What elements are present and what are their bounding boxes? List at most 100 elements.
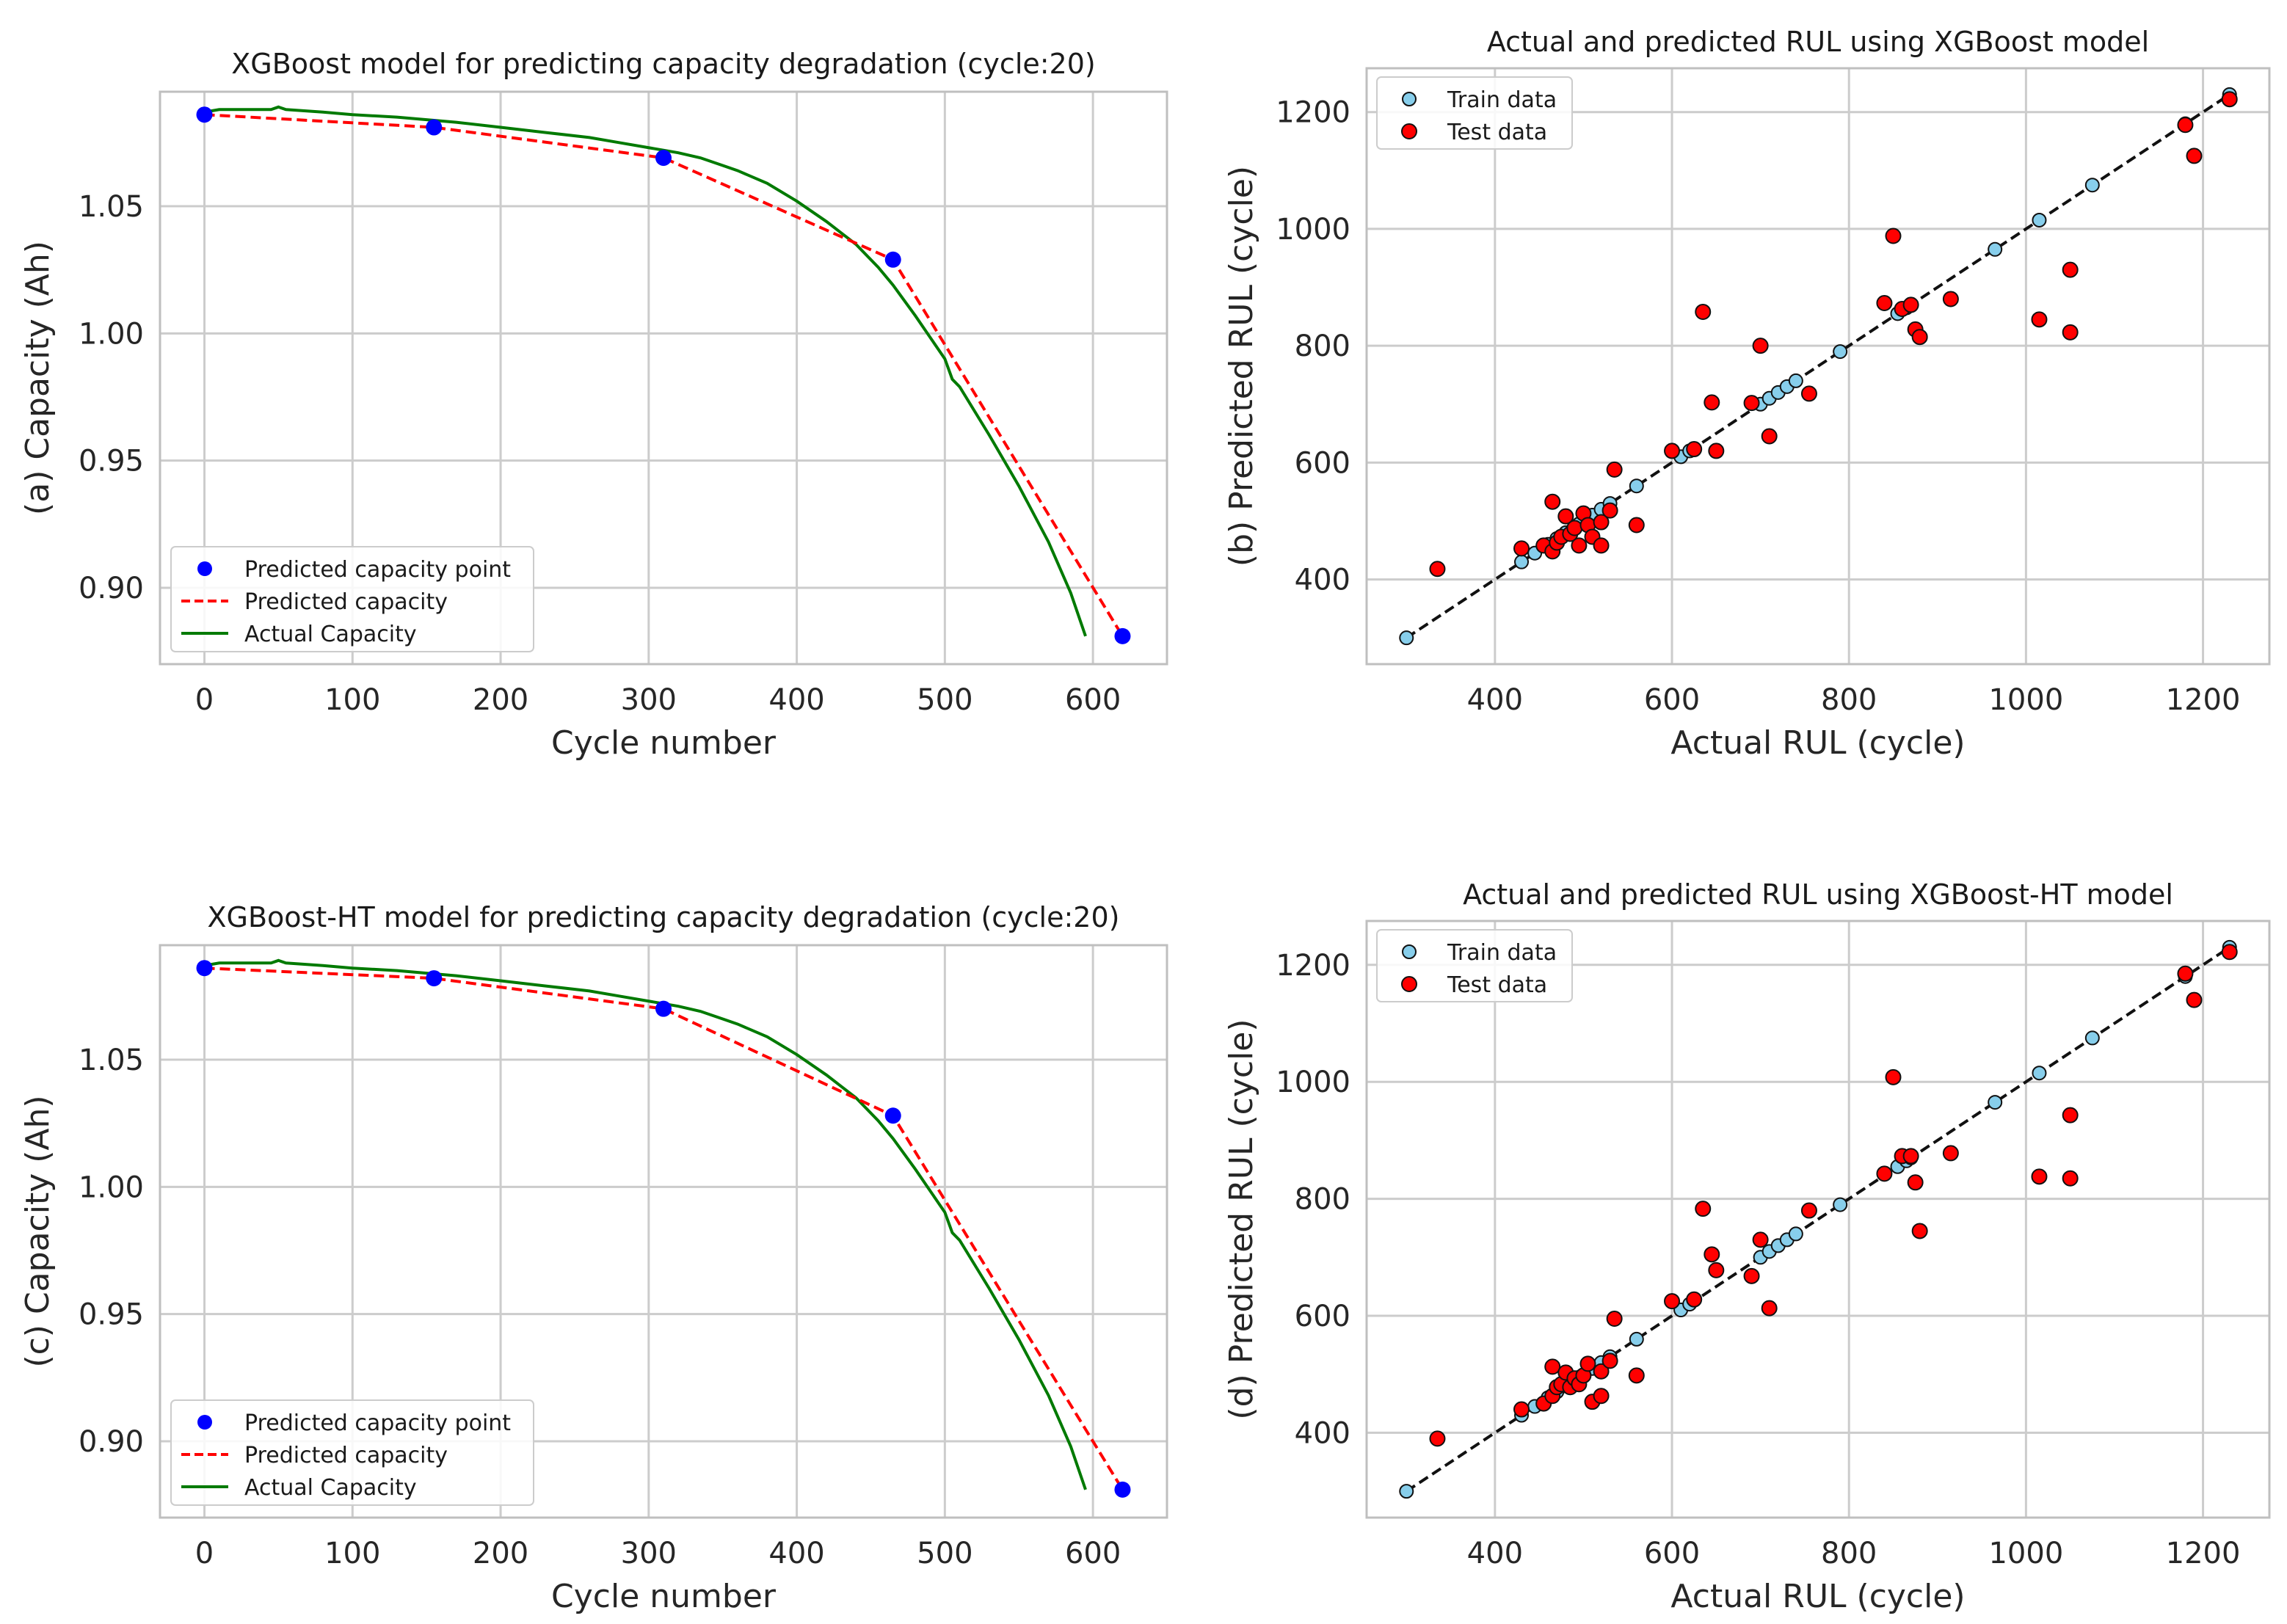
legend-marker-train: [1402, 92, 1417, 106]
test-data-point: [1708, 443, 1725, 459]
predicted-capacity-point: [1114, 627, 1131, 644]
test-data-point: [2062, 261, 2079, 278]
test-data-point: [1911, 329, 1928, 346]
chart-title: Actual and predicted RUL using XGBoost-H…: [1463, 878, 2173, 911]
test-data-point: [1911, 1223, 1928, 1239]
legend-entry: Actual Capacity: [244, 1475, 417, 1501]
predicted-capacity-point: [426, 970, 443, 987]
x-axis-label: Actual RUL (cycle): [1670, 1578, 1965, 1615]
x-tick-label: 600: [1065, 683, 1121, 717]
predicted-capacity-point: [884, 1107, 901, 1124]
x-tick-label: 1000: [1988, 683, 2063, 717]
x-tick-label: 400: [1467, 683, 1523, 717]
test-data-point: [1544, 493, 1561, 510]
legend: Train data Test data: [1376, 929, 1573, 1002]
test-data-point: [2177, 965, 2194, 982]
test-data-point: [1761, 1300, 1778, 1317]
x-tick-label: 100: [324, 1537, 380, 1570]
test-data-point: [1743, 395, 1760, 412]
test-data-point: [1752, 338, 1769, 354]
test-data-point: [1695, 1201, 1712, 1217]
x-tick-label: 800: [1821, 683, 1877, 717]
legend-entry: Test data: [1447, 120, 1547, 145]
y-tick-label: 1000: [1276, 1066, 1350, 1099]
chart-title: Actual and predicted RUL using XGBoost m…: [1487, 26, 2149, 58]
x-tick-label: 800: [1821, 1537, 1877, 1570]
train-data-point: [2084, 1030, 2100, 1046]
x-tick-label: 1200: [2166, 1537, 2241, 1570]
test-data-point: [1628, 1367, 1645, 1384]
test-data-point: [1429, 561, 1446, 578]
test-data-point: [1907, 1174, 1924, 1191]
y-tick-label: 1.00: [79, 317, 144, 351]
panel-a-capacity-chart: 0 100 200 300 400 500 600 0.90 0.95 1.00 1.05 XGBoo…: [19, 48, 1168, 762]
x-tick-label: 500: [917, 683, 972, 717]
x-axis-label: Actual RUL (cycle): [1670, 724, 1965, 762]
test-data-point: [1606, 461, 1623, 478]
predicted-capacity-point: [884, 251, 901, 268]
x-tick-label: 300: [621, 1537, 677, 1570]
legend-box: [170, 1399, 534, 1506]
test-data-point: [1885, 227, 1902, 244]
legend: Train data Test data: [1376, 76, 1573, 150]
test-data-point: [1557, 508, 1574, 525]
y-tick-label: 0.90: [79, 572, 144, 605]
test-data-point: [1593, 537, 1610, 554]
y-axis-label: (c) Capacity (Ah): [19, 1095, 57, 1367]
test-data-point: [1664, 443, 1681, 459]
x-tick-label: 0: [195, 1537, 214, 1570]
train-data-point: [1399, 630, 1414, 646]
test-data-point: [1876, 295, 1893, 312]
y-tick-label: 1200: [1276, 949, 1350, 983]
test-data-point: [1800, 1202, 1817, 1219]
legend-marker-test: [1401, 976, 1417, 992]
test-data-point: [1601, 502, 1618, 519]
train-data-point: [1788, 1226, 1803, 1242]
test-data-point: [1942, 291, 1959, 307]
test-data-point: [2177, 117, 2194, 134]
test-data-point: [1704, 1246, 1720, 1263]
y-tick-label: 600: [1295, 1300, 1350, 1333]
test-data-point: [1601, 1352, 1618, 1369]
test-data-point: [1593, 1363, 1610, 1380]
y-axis-label: (a) Capacity (Ah): [19, 241, 57, 515]
test-data-point: [1902, 1148, 1919, 1165]
train-data-point: [1629, 1331, 1644, 1347]
legend-entry: Actual Capacity: [244, 622, 417, 647]
x-tick-label: 600: [1644, 1537, 1700, 1570]
y-tick-label: 1.05: [79, 190, 144, 224]
legend-entry: Train data: [1447, 87, 1557, 113]
y-axis-label: (b) Predicted RUL (cycle): [1223, 166, 1260, 567]
y-tick-label: 400: [1295, 1416, 1350, 1450]
test-data-point: [1566, 520, 1583, 536]
test-data-point: [1743, 1267, 1760, 1284]
panel-b-rul-scatter: 400 600 800 1000 1200 400 600 800 1000 1200 Actual…: [1223, 26, 2271, 762]
panel-c-capacity-chart: 0 100 200 300 400 500 600 0.90 0.95 1.00 1.05 XGBoo…: [19, 901, 1168, 1615]
predicted-capacity-point: [196, 960, 213, 977]
train-data-point: [2032, 212, 2047, 227]
test-data-point: [2062, 1107, 2079, 1124]
x-tick-label: 0: [195, 683, 214, 717]
test-data-point: [1429, 1430, 1446, 1447]
chart-title: XGBoost-HT model for predicting capacity…: [208, 901, 1120, 933]
test-data-point: [1593, 1388, 1610, 1405]
x-axis-label: Cycle number: [551, 1578, 777, 1615]
train-data-point: [2032, 1066, 2047, 1081]
legend-marker-points: [197, 1415, 212, 1430]
test-data-point: [1686, 1291, 1703, 1308]
y-tick-label: 0.95: [79, 1298, 144, 1332]
predicted-capacity-point: [1114, 1481, 1131, 1498]
test-data-point: [1752, 1231, 1769, 1248]
test-data-point: [1571, 537, 1588, 554]
x-axis-label: Cycle number: [551, 724, 777, 762]
x-tick-label: 500: [917, 1537, 972, 1570]
plot-frame: [1365, 920, 2271, 1519]
x-tick-label: 400: [1467, 1537, 1523, 1570]
test-data-point: [2062, 1170, 2079, 1187]
y-tick-label: 1.00: [79, 1170, 144, 1204]
y-tick-label: 0.95: [79, 445, 144, 478]
legend-box: [1376, 929, 1573, 1002]
x-tick-label: 600: [1065, 1537, 1121, 1570]
x-tick-label: 1200: [2166, 683, 2241, 717]
